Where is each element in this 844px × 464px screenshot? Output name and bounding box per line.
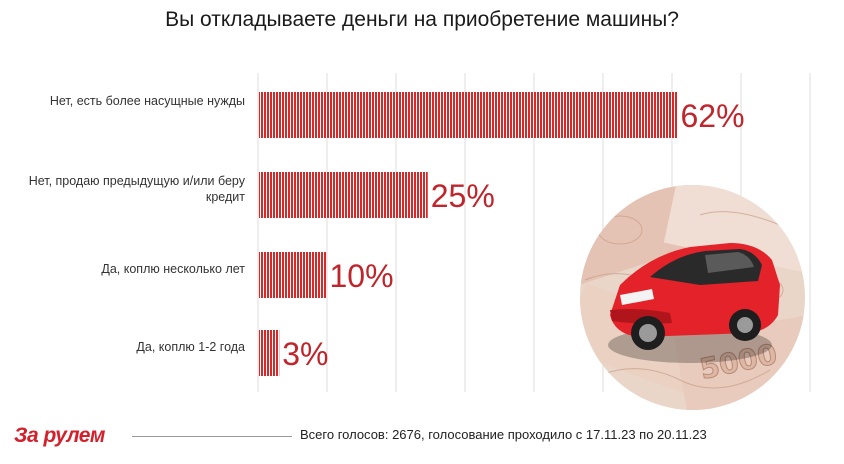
- footer-vote-info: Всего голосов: 2676, голосование проходи…: [300, 427, 707, 442]
- category-label: Нет, продаю предыдущую и/или беру кредит: [28, 174, 245, 204]
- zarulem-logo[interactable]: За рулем: [14, 424, 105, 447]
- category-label: Да, коплю несколько лет: [101, 262, 245, 276]
- bar-value-label: 10%: [330, 258, 394, 294]
- bar-value-label: 62%: [681, 98, 745, 134]
- bar: [259, 252, 327, 298]
- bar-value-label: 3%: [282, 336, 328, 372]
- bar: [259, 330, 280, 376]
- bar-value-label: 25%: [431, 178, 495, 214]
- car-photo: 5000: [580, 185, 805, 410]
- chart-title: Вы откладываете деньги на приобретение м…: [165, 8, 679, 31]
- bar: [259, 92, 678, 138]
- chart-bars: [259, 92, 678, 376]
- category-label: Нет, есть более насущные нужды: [49, 94, 245, 108]
- chart-value-labels: 62% 25% 10% 3%: [282, 98, 744, 372]
- footer-divider: [132, 436, 292, 437]
- bar: [259, 172, 428, 218]
- category-label: Да, коплю 1-2 года: [136, 340, 245, 354]
